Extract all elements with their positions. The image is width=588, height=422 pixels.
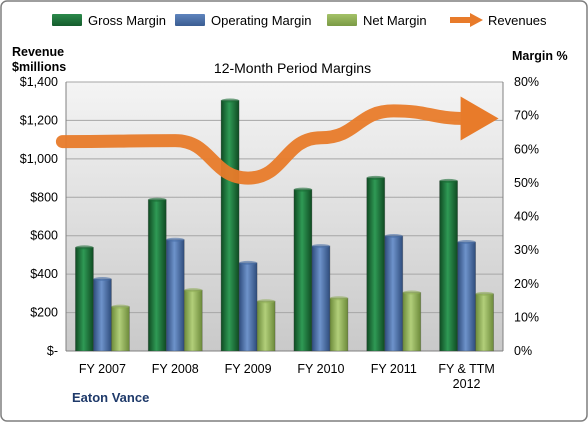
legend-label-revenues: Revenues: [488, 12, 547, 28]
bar-top-net-margin: [184, 288, 203, 293]
right-tick-label: 80%: [514, 75, 539, 89]
bar-top-operating-margin: [166, 237, 185, 242]
legend-arrow-icon: [450, 13, 483, 27]
legend-revenues: Revenues: [448, 10, 547, 30]
bar-top-gross-margin: [148, 197, 167, 202]
left-axis-title-line2: $millions: [12, 60, 67, 74]
bar-top-net-margin: [402, 290, 421, 295]
bar-top-operating-margin: [93, 277, 112, 282]
legend-gross-margin: Gross Margin: [52, 10, 166, 30]
x-tick-label: FY 2008: [152, 362, 199, 376]
bar-net-margin: [183, 289, 203, 352]
bar-operating-margin: [311, 245, 331, 352]
right-tick-label: 30%: [514, 243, 539, 257]
legend-label-gross-margin: Gross Margin: [88, 12, 167, 28]
left-tick-label: $1,200: [20, 113, 58, 127]
legend-operating-margin: Operating Margin: [175, 10, 311, 30]
right-tick-label: 70%: [514, 109, 539, 123]
bar-operating-margin: [457, 241, 476, 352]
left-axis-title-line1: Revenue: [12, 45, 65, 59]
x-tick-label: FY 2010: [297, 362, 344, 376]
bar-gross-margin: [147, 199, 167, 352]
legend-swatch-net-margin: [327, 14, 357, 26]
left-tick-label: $400: [30, 267, 58, 281]
x-tick-label: 2012: [453, 377, 481, 391]
bar-top-gross-margin: [366, 175, 385, 180]
bar-top-net-margin: [475, 291, 494, 296]
plot-area: [66, 82, 503, 351]
bar-operating-margin: [93, 278, 112, 352]
bar-gross-margin: [75, 247, 94, 352]
bar-net-margin: [475, 293, 494, 352]
left-tick-label: $1,000: [20, 152, 58, 166]
legend: Gross Margin Operating Margin Net Margin…: [0, 10, 588, 30]
left-tick-label: $600: [30, 229, 58, 243]
bar-top-net-margin: [257, 299, 276, 304]
bar-net-margin: [256, 300, 276, 352]
bar-top-net-margin: [329, 296, 348, 301]
right-tick-label: 0%: [514, 344, 532, 358]
bar-gross-margin: [293, 189, 313, 352]
x-tick-label: FY 2007: [79, 362, 126, 376]
bar-gross-margin: [439, 180, 458, 352]
right-tick-label: 40%: [514, 210, 539, 224]
right-tick-label: 60%: [514, 142, 539, 156]
x-tick-label: FY & TTM: [438, 362, 495, 376]
left-tick-label: $800: [30, 190, 58, 204]
bar-net-margin: [402, 292, 422, 352]
bar-net-margin: [111, 306, 130, 352]
bar-top-net-margin: [111, 304, 130, 309]
x-tick-label: FY 2011: [371, 362, 417, 376]
left-tick-label: $-: [47, 344, 58, 358]
bar-top-operating-margin: [384, 234, 403, 239]
bar-operating-margin: [238, 262, 258, 352]
right-tick-label: 50%: [514, 176, 539, 190]
left-tick-label: $1,400: [20, 75, 58, 89]
bar-top-operating-margin: [239, 260, 258, 265]
right-tick-label: 10%: [514, 310, 539, 324]
bar-top-operating-margin: [457, 240, 476, 245]
company-label: Eaton Vance: [72, 390, 150, 405]
revenue-arrowhead: [460, 96, 499, 141]
chart-title: 12-Month Period Margins: [213, 60, 372, 76]
bar-top-gross-margin: [221, 98, 240, 103]
bar-operating-margin: [165, 239, 185, 352]
bar-operating-margin: [384, 235, 404, 352]
bar-top-gross-margin: [439, 178, 458, 183]
left-axis-title: Revenue $millions: [12, 45, 66, 75]
legend-label-net-margin: Net Margin: [363, 12, 427, 28]
bar-top-operating-margin: [311, 244, 330, 249]
bar-gross-margin: [220, 100, 240, 352]
left-tick-label: $200: [30, 306, 58, 320]
right-tick-label: 20%: [514, 277, 539, 291]
legend-swatch-gross-margin: [52, 14, 82, 26]
legend-swatch-operating-margin: [175, 14, 205, 26]
revenue-line: [55, 104, 474, 185]
legend-label-operating-margin: Operating Margin: [211, 12, 312, 28]
bar-top-gross-margin: [293, 187, 312, 192]
right-axis-title: Margin %: [512, 49, 568, 63]
bar-top-gross-margin: [75, 245, 94, 250]
legend-net-margin: Net Margin: [327, 10, 427, 30]
bar-gross-margin: [366, 177, 386, 352]
bar-net-margin: [329, 297, 349, 352]
x-tick-label: FY 2009: [225, 362, 272, 376]
